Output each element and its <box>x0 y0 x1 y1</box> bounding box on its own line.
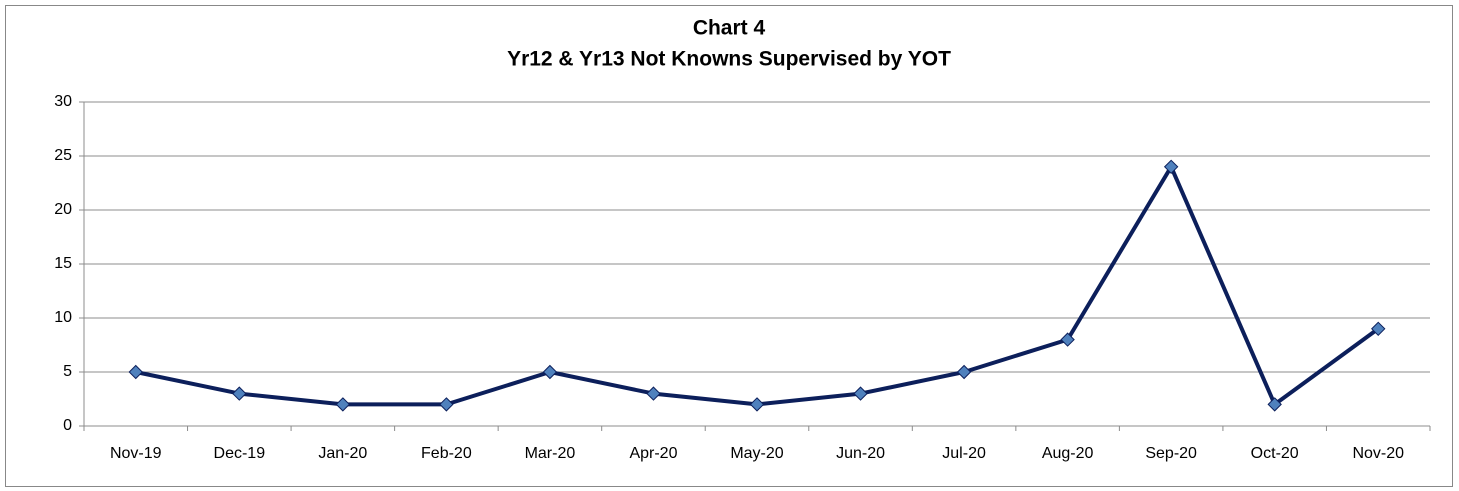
data-point <box>232 386 247 401</box>
data-point <box>439 397 454 412</box>
data-point <box>1371 321 1386 337</box>
x-tick-label: Nov-20 <box>1352 445 1404 462</box>
x-tick-label: Nov-19 <box>110 445 162 462</box>
x-tick-label: Sep-20 <box>1145 445 1197 462</box>
data-point <box>542 364 558 380</box>
chart-title: Chart 4 <box>693 17 766 40</box>
data-point <box>1163 159 1179 175</box>
x-tick-label: Jan-20 <box>318 445 367 462</box>
y-tick-label: 0 <box>63 417 72 434</box>
x-tick-label: Oct-20 <box>1251 445 1299 462</box>
data-point <box>853 386 868 401</box>
data-point <box>1267 397 1282 412</box>
x-tick-label: Feb-20 <box>421 445 472 462</box>
y-tick-label: 30 <box>54 93 72 110</box>
chart-border <box>5 5 1453 487</box>
data-point <box>749 397 765 412</box>
data-point <box>956 364 972 380</box>
x-tick-label: Mar-20 <box>525 445 576 462</box>
x-tick-label: Jun-20 <box>836 445 885 462</box>
data-point <box>646 386 661 401</box>
data-point <box>1060 332 1075 347</box>
x-tick-label: Apr-20 <box>629 445 677 462</box>
y-tick-label: 10 <box>54 309 72 326</box>
y-tick-label: 5 <box>63 363 72 380</box>
x-tick-label: Jul-20 <box>942 445 986 462</box>
chart-subtitle: Yr12 & Yr13 Not Knowns Supervised by YOT <box>507 48 951 71</box>
y-tick-label: 20 <box>54 201 72 218</box>
y-tick-label: 15 <box>54 255 72 272</box>
x-tick-label: Aug-20 <box>1042 445 1094 462</box>
y-tick-label: 25 <box>54 147 72 164</box>
data-point <box>335 397 351 412</box>
x-tick-label: Dec-19 <box>214 445 266 462</box>
data-point <box>128 364 143 380</box>
x-tick-label: May-20 <box>730 445 783 462</box>
